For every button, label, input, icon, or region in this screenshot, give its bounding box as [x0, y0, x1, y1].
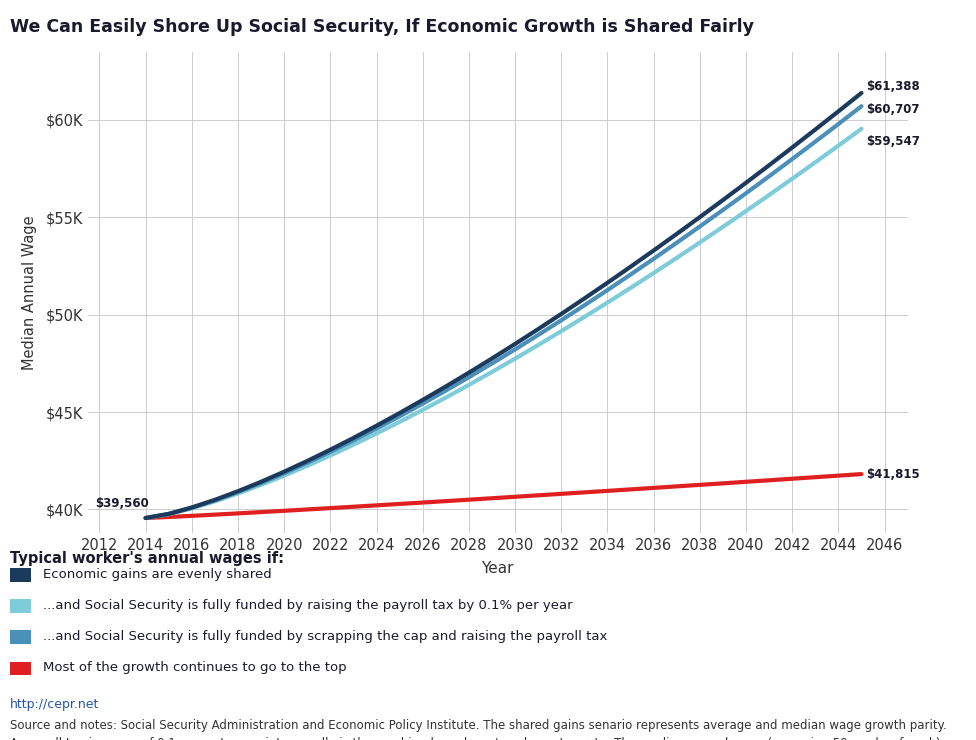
Text: Typical worker's annual wages if:: Typical worker's annual wages if:	[10, 551, 284, 566]
Text: A payroll tax increase of 0.1 percentage point annually is the combined employer: A payroll tax increase of 0.1 percentage…	[10, 737, 940, 740]
Text: http://cepr.net: http://cepr.net	[10, 698, 100, 711]
Text: Most of the growth continues to go to the top: Most of the growth continues to go to th…	[43, 661, 346, 674]
Text: $59,547: $59,547	[866, 135, 920, 148]
Text: We Can Easily Shore Up Social Security, If Economic Growth is Shared Fairly: We Can Easily Shore Up Social Security, …	[10, 18, 753, 36]
Y-axis label: Median Annual Wage: Median Annual Wage	[22, 215, 37, 369]
Text: $39,560: $39,560	[95, 497, 148, 510]
X-axis label: Year: Year	[481, 561, 514, 576]
Text: $60,707: $60,707	[866, 103, 919, 115]
Text: $41,815: $41,815	[866, 468, 919, 480]
Text: ...and Social Security is fully funded by scrapping the cap and raising the payr: ...and Social Security is fully funded b…	[43, 630, 607, 643]
Text: ...and Social Security is fully funded by raising the payroll tax by 0.1% per ye: ...and Social Security is fully funded b…	[43, 599, 573, 612]
Text: Source and notes: Social Security Administration and Economic Policy Institute. : Source and notes: Social Security Admini…	[10, 719, 947, 732]
Text: $61,388: $61,388	[866, 80, 919, 92]
Text: Economic gains are evenly shared: Economic gains are evenly shared	[43, 568, 271, 581]
